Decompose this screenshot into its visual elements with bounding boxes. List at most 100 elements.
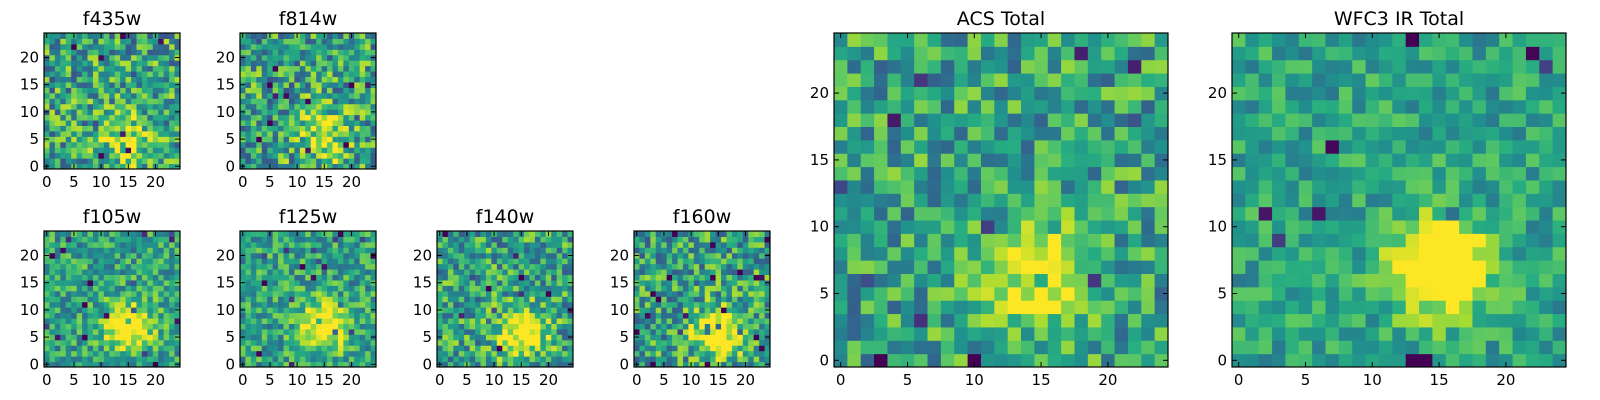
- heatmap-cell: [748, 241, 755, 248]
- heatmap-cell: [141, 356, 148, 363]
- heatmap-cell: [354, 263, 361, 270]
- heatmap-cell: [321, 152, 328, 159]
- heatmap-cell: [337, 361, 344, 368]
- heatmap-cell: [76, 60, 83, 67]
- heatmap-cell: [337, 76, 344, 83]
- heatmap-cell: [359, 323, 366, 330]
- heatmap-cell: [480, 279, 487, 286]
- heatmap-cell: [453, 236, 460, 243]
- heatmap-cell: [147, 301, 154, 308]
- heatmap-cell: [1154, 326, 1169, 341]
- axes-frame: [239, 230, 377, 368]
- heatmap-cell: [283, 38, 290, 45]
- heatmap-cell: [639, 258, 646, 265]
- heatmap-cell: [1445, 340, 1460, 355]
- heatmap-cell: [332, 356, 339, 363]
- heatmap-cell: [82, 120, 89, 126]
- heatmap-cell: [49, 147, 56, 154]
- heatmap-cell: [529, 290, 536, 297]
- heatmap-cell: [1312, 220, 1327, 234]
- heatmap-cell: [114, 33, 121, 39]
- heatmap-cell: [994, 33, 1009, 47]
- heatmap-cell: [60, 339, 67, 346]
- heatmap-cell: [348, 285, 355, 292]
- heatmap-cell: [491, 301, 498, 308]
- heatmap-cell: [753, 263, 760, 270]
- heatmap-cell: [496, 269, 503, 276]
- heatmap-cell: [299, 125, 306, 132]
- heatmap-cell: [103, 345, 110, 352]
- heatmap-cell: [310, 318, 317, 324]
- heatmap-cell: [359, 247, 366, 254]
- heatmap-cell: [513, 339, 520, 346]
- heatmap-cell: [343, 136, 350, 143]
- heatmap-cell: [556, 334, 563, 341]
- heatmap-cell: [764, 274, 771, 281]
- heatmap-cell: [1298, 153, 1313, 168]
- heatmap-cell: [682, 274, 689, 281]
- heatmap-cell: [860, 139, 875, 154]
- heatmap-cell: [359, 38, 366, 45]
- heatmap-cell: [272, 263, 279, 270]
- heatmap-cell: [305, 43, 312, 50]
- heatmap-cell: [1258, 220, 1273, 234]
- heatmap-cell: [639, 301, 646, 308]
- heatmap-cell: [250, 49, 257, 56]
- heatmap-cell: [316, 114, 323, 121]
- heatmap-cell: [109, 120, 116, 126]
- heatmap-cell: [60, 285, 67, 292]
- heatmap-cell: [954, 340, 969, 355]
- heatmap-cell: [348, 43, 355, 50]
- heatmap-cell: [994, 286, 1009, 301]
- heatmap-cell: [507, 285, 514, 292]
- heatmap-cell: [507, 247, 514, 254]
- heatmap-cell: [1272, 313, 1286, 328]
- heatmap-cell: [147, 103, 154, 110]
- heatmap-cell: [1127, 166, 1142, 181]
- heatmap-cell: [348, 279, 355, 286]
- heatmap-cell: [502, 247, 509, 254]
- heatmap-cell: [650, 356, 657, 363]
- heatmap-cell: [469, 290, 476, 297]
- heatmap-cell: [834, 340, 848, 355]
- heatmap-cell: [141, 81, 148, 88]
- heatmap-cell: [650, 307, 657, 314]
- heatmap-cell: [994, 99, 1009, 114]
- heatmap-cell: [87, 163, 94, 170]
- heatmap-cell: [120, 279, 127, 286]
- heatmap-cell: [556, 312, 563, 319]
- heatmap-cell: [87, 60, 94, 67]
- y-tick-label: 5: [619, 328, 629, 346]
- heatmap-cell: [158, 33, 165, 39]
- heatmap-cell: [354, 345, 361, 352]
- heatmap-cell: [370, 301, 377, 308]
- heatmap-cell: [141, 98, 148, 105]
- heatmap-cell: [529, 307, 536, 314]
- heatmap-cell: [507, 312, 514, 319]
- heatmap-cell: [125, 87, 132, 94]
- heatmap-cell: [136, 76, 143, 83]
- x-tick-label: 10: [92, 173, 111, 191]
- heatmap-cell: [365, 65, 372, 72]
- heatmap-cell: [136, 49, 143, 56]
- heatmap-cell: [147, 71, 154, 78]
- heatmap-cell: [305, 163, 312, 170]
- heatmap-cell: [556, 345, 563, 352]
- heatmap-cell: [332, 301, 339, 308]
- heatmap-cell: [1114, 179, 1129, 194]
- heatmap-cell: [337, 43, 344, 50]
- heatmap-cell: [169, 345, 176, 352]
- heatmap-cell: [261, 65, 268, 72]
- heatmap-cell: [136, 285, 143, 292]
- heatmap-cell: [114, 152, 121, 159]
- heatmap-cell: [359, 274, 366, 281]
- heatmap-cell: [327, 241, 333, 248]
- heatmap-cell: [125, 81, 132, 88]
- heatmap-cell: [748, 334, 755, 341]
- heatmap-cell: [1525, 313, 1540, 328]
- heatmap-cell: [152, 339, 159, 346]
- heatmap-cell: [316, 141, 323, 148]
- heatmap-cell: [370, 296, 377, 303]
- heatmap-cell: [49, 120, 56, 126]
- heatmap-cell: [125, 103, 132, 110]
